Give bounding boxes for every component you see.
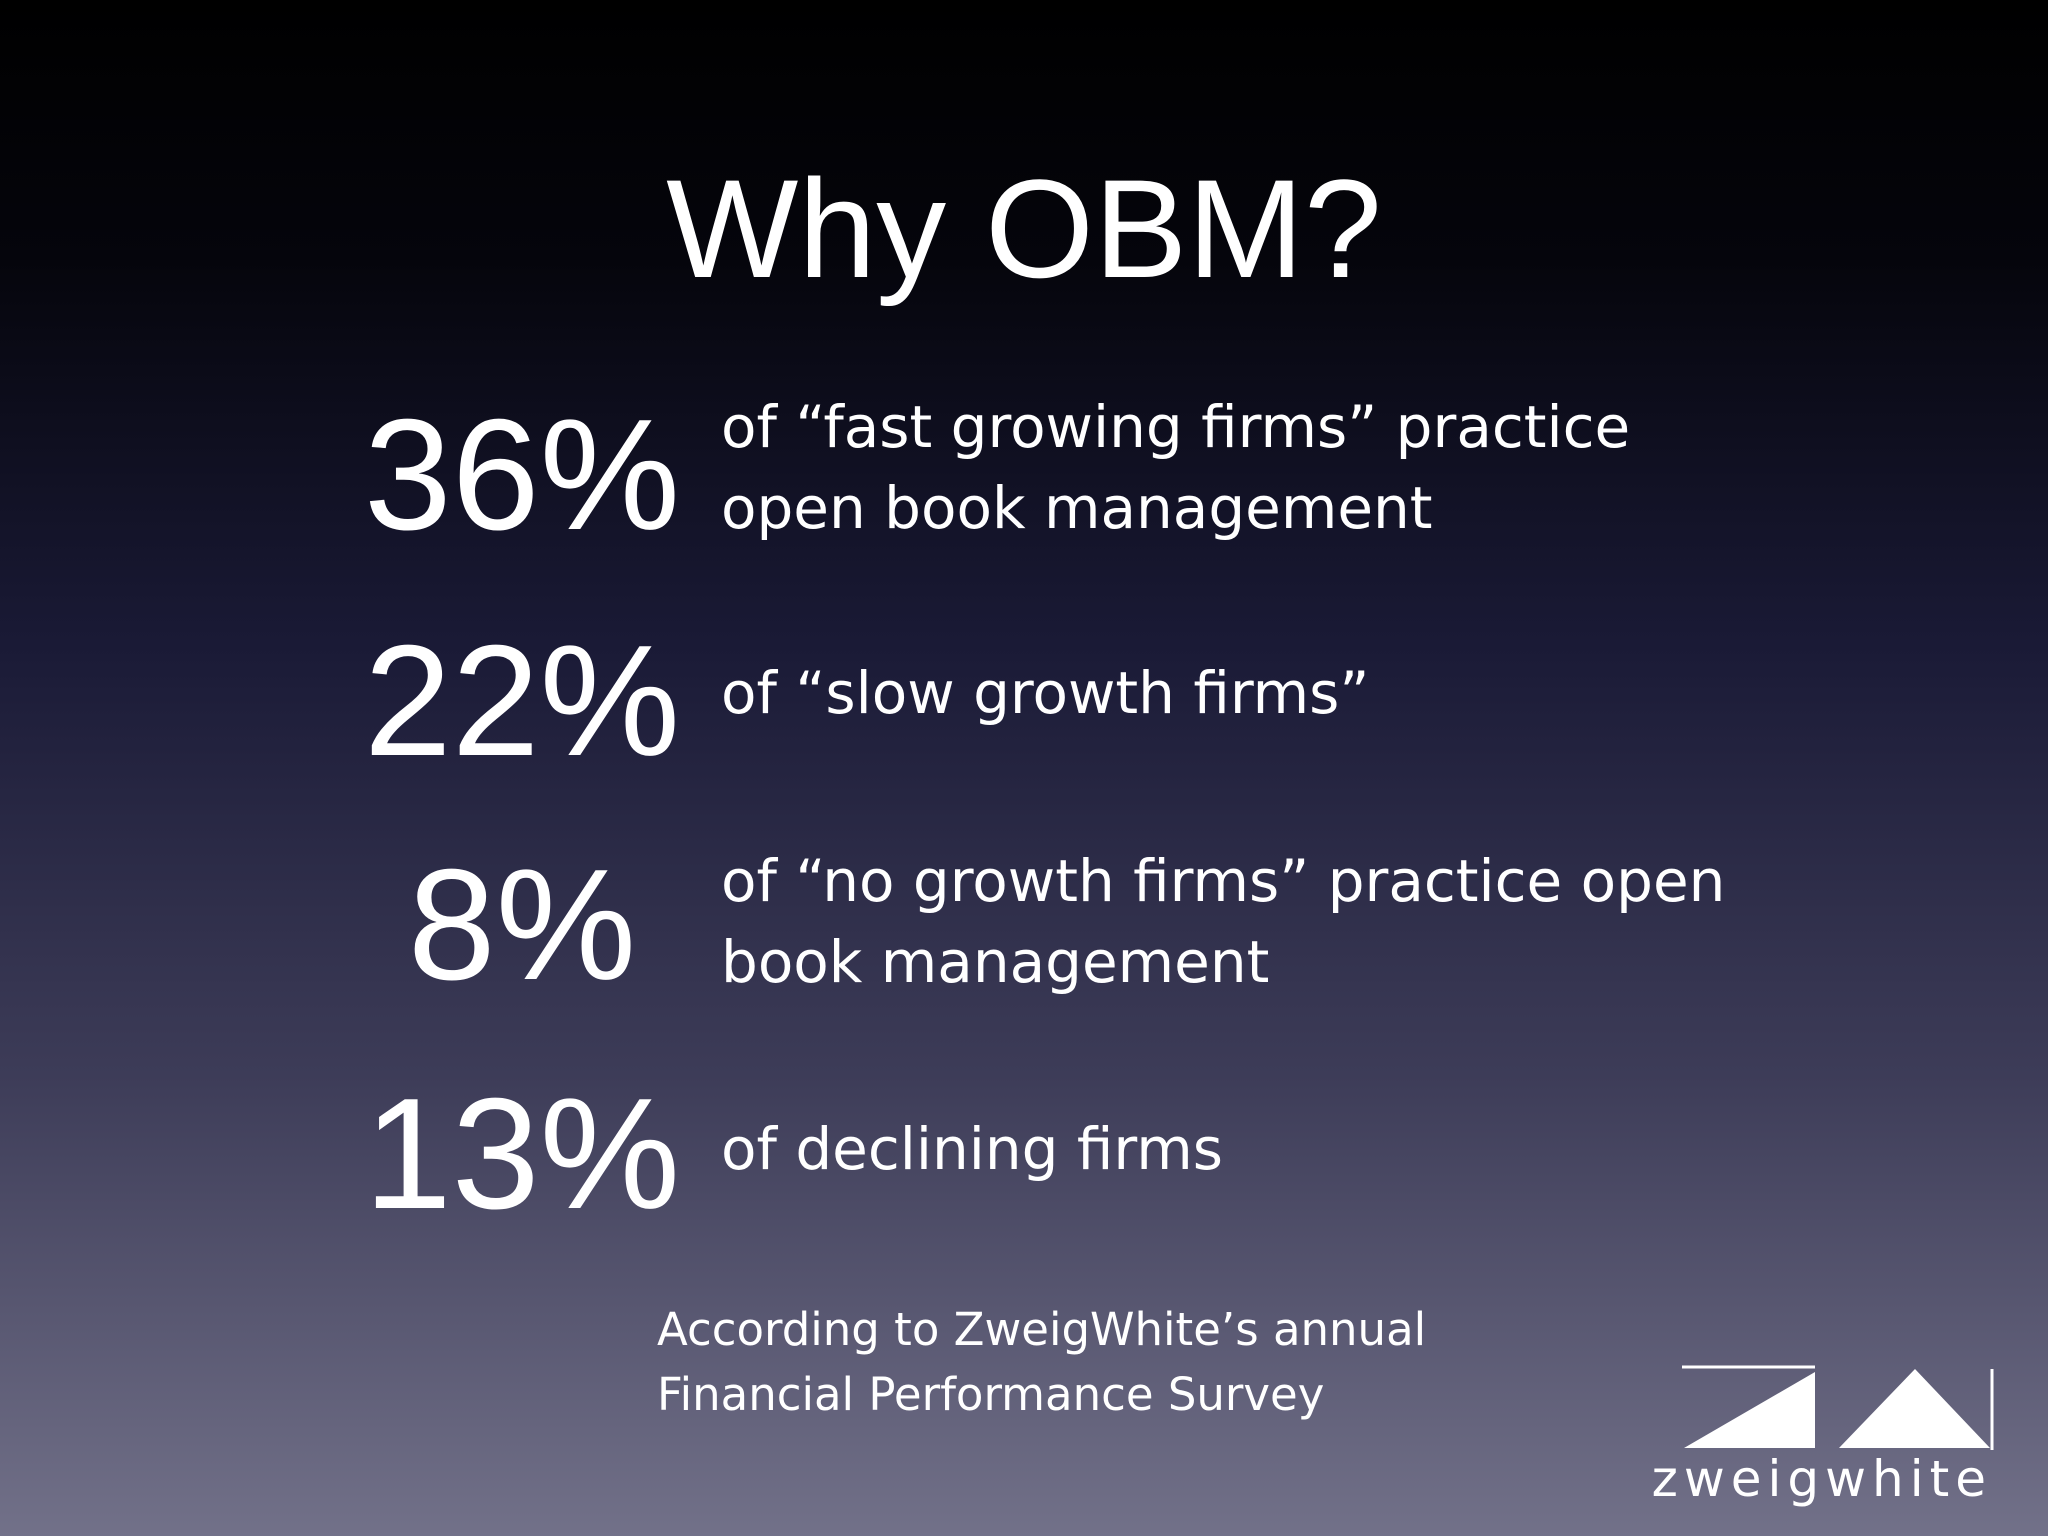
stat-figure: 36% xyxy=(364,387,680,563)
logo-shape xyxy=(1684,1372,1815,1448)
logo: zweigwhite xyxy=(1652,1365,1994,1508)
source-line: Financial Performance Survey xyxy=(657,1368,1324,1421)
stat-description: book management xyxy=(721,928,1269,996)
stat-description: of “no growth firms” practice open xyxy=(721,847,1725,915)
logo-shape xyxy=(1839,1369,1990,1448)
stat-description: of declining firms xyxy=(721,1115,1223,1183)
source-line: According to ZweigWhite’s annual xyxy=(657,1303,1426,1356)
stat-figure: 8% xyxy=(408,837,636,1013)
stat-description: open book management xyxy=(721,474,1433,542)
stats-list: 36% of “fast growing firms” practice open … xyxy=(364,387,1726,1242)
slide-title: Why OBM? xyxy=(666,150,1382,307)
stat-figure: 22% xyxy=(364,613,680,789)
stat-figure: 13% xyxy=(364,1066,680,1242)
stat-description: of “fast growing firms” practice xyxy=(721,393,1630,461)
stat-description: of “slow growth firms” xyxy=(721,659,1369,727)
logo-text: zweigwhite xyxy=(1652,1450,1992,1508)
